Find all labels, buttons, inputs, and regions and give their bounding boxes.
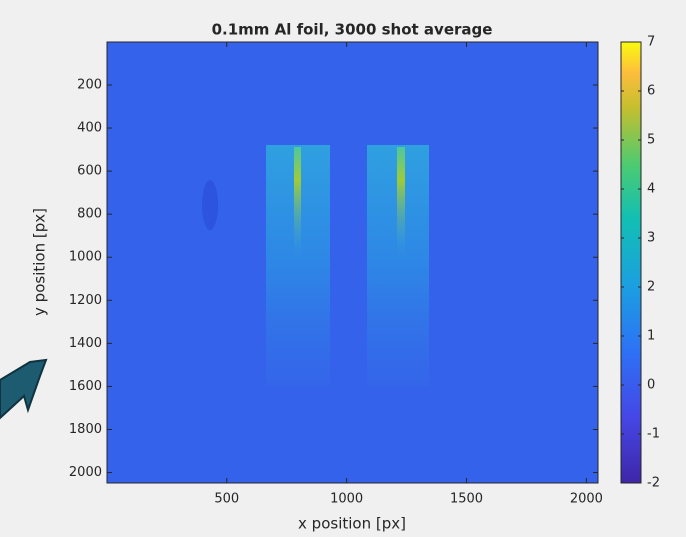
- chart-title: 0.1mm Al foil, 3000 shot average: [212, 21, 493, 39]
- y-tick-label: 200: [77, 77, 102, 92]
- x-tick-label: 1000: [330, 492, 363, 507]
- y-tick-label: 1400: [69, 336, 102, 351]
- colorbar-tick-label: 5: [647, 133, 655, 148]
- colorbar-tick-label: 0: [647, 378, 655, 393]
- x-tick-label: 2000: [570, 492, 603, 507]
- arrow-icon[interactable]: [0, 358, 48, 420]
- x-tick-label: 1500: [450, 492, 483, 507]
- y-tick-label: 1000: [69, 250, 102, 265]
- colorbar-tick-label: 1: [647, 329, 655, 344]
- x-axis-label: x position [px]: [298, 515, 406, 533]
- y-tick-label: 1600: [69, 379, 102, 394]
- colorbar-tick-label: 2: [647, 280, 655, 295]
- y-tick-label: 1800: [69, 422, 102, 437]
- axes-box: [106, 41, 599, 484]
- colorbar-tick-label: 4: [647, 182, 655, 197]
- image: [107, 42, 598, 483]
- colorbar-tick-label: 3: [647, 231, 655, 246]
- x-tick-label: 500: [214, 492, 239, 507]
- colorbar-tick-label: -2: [647, 476, 660, 491]
- y-tick-label: 400: [77, 121, 102, 136]
- colorbar-tick-label: -1: [647, 427, 660, 442]
- colorbar-tick-label: 7: [647, 35, 655, 50]
- y-axis-label: y position [px]: [31, 208, 49, 316]
- y-tick-label: 1200: [69, 293, 102, 308]
- y-tick-label: 800: [77, 207, 102, 222]
- y-tick-label: 600: [77, 164, 102, 179]
- colorbar: [620, 41, 642, 484]
- y-tick-label: 2000: [69, 465, 102, 480]
- colorbar-tick-label: 6: [647, 84, 655, 99]
